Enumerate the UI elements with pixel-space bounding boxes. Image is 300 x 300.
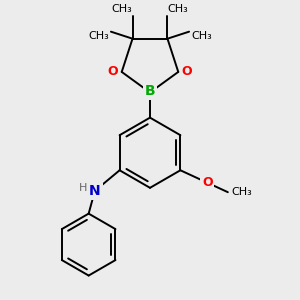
Text: CH₃: CH₃	[88, 31, 109, 41]
Text: O: O	[202, 176, 212, 189]
Text: O: O	[108, 65, 118, 78]
Text: CH₃: CH₃	[167, 4, 188, 14]
Text: CH₃: CH₃	[112, 4, 133, 14]
Text: CH₃: CH₃	[191, 31, 212, 41]
Text: H: H	[79, 183, 87, 193]
Text: N: N	[89, 184, 101, 198]
Text: CH₃: CH₃	[231, 187, 252, 197]
Text: B: B	[145, 84, 155, 98]
Text: O: O	[182, 65, 192, 78]
